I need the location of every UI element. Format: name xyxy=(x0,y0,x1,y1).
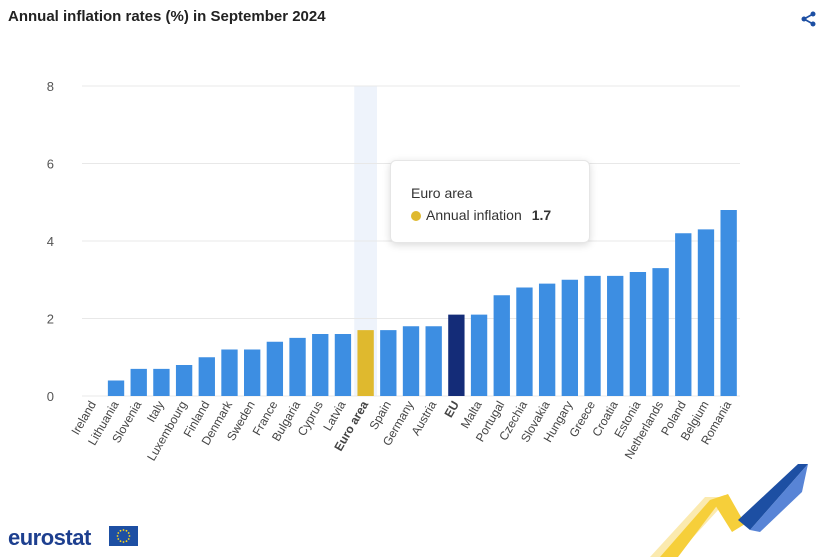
bar-bulgaria xyxy=(289,337,306,396)
bar-italy xyxy=(153,368,170,396)
tooltip-series-name: Annual inflation xyxy=(426,207,522,223)
share-icon[interactable] xyxy=(800,10,818,28)
chart-tooltip: Euro area Annual inflation 1.7 xyxy=(390,160,590,243)
tooltip-series-marker xyxy=(411,211,421,221)
bar-latvia xyxy=(334,334,352,396)
bar-czechia xyxy=(516,287,533,396)
bar-netherlands xyxy=(652,268,669,396)
x-tick-label: EU xyxy=(442,399,462,420)
bar-eu xyxy=(448,314,465,396)
y-tick-label: 4 xyxy=(47,234,54,249)
bar-denmark xyxy=(221,349,238,396)
bar-belgium xyxy=(697,229,715,396)
bar-croatia xyxy=(607,275,624,396)
bar-estonia xyxy=(629,272,647,396)
bar-slovenia xyxy=(130,368,147,396)
logo-text: eurostat xyxy=(8,525,91,551)
bar-greece xyxy=(584,275,601,396)
bar-portugal xyxy=(493,295,510,396)
x-tick-label: Italy xyxy=(144,399,167,425)
bar-poland xyxy=(675,233,692,396)
tooltip-row: Annual inflation 1.7 xyxy=(411,207,551,223)
y-tick-label: 0 xyxy=(47,389,54,404)
eu-flag-icon xyxy=(109,526,138,546)
bar-luxembourg xyxy=(175,365,193,396)
bar-germany xyxy=(402,326,420,396)
bar-finland xyxy=(198,357,215,396)
page-title: Annual inflation rates (%) in September … xyxy=(8,8,326,25)
eurostat-logo: eurostat xyxy=(8,524,138,551)
bar-malta xyxy=(470,314,488,396)
bar-sweden xyxy=(244,349,261,396)
bar-france xyxy=(266,341,284,396)
bar-slovakia xyxy=(538,283,556,396)
tooltip-value: 1.7 xyxy=(531,207,552,223)
y-tick-label: 6 xyxy=(47,157,54,172)
bar-cyprus xyxy=(312,334,329,396)
bar-lithuania xyxy=(107,380,125,396)
y-tick-label: 8 xyxy=(47,79,54,94)
y-tick-label: 2 xyxy=(47,312,54,327)
tooltip-category: Euro area xyxy=(411,185,473,201)
bar-austria xyxy=(425,326,442,396)
bar-romania xyxy=(720,210,737,396)
decorative-chevron-graphic xyxy=(650,464,808,557)
bar-euro-area xyxy=(357,330,374,396)
bar-hungary xyxy=(561,279,578,396)
bar-spain xyxy=(380,330,397,396)
